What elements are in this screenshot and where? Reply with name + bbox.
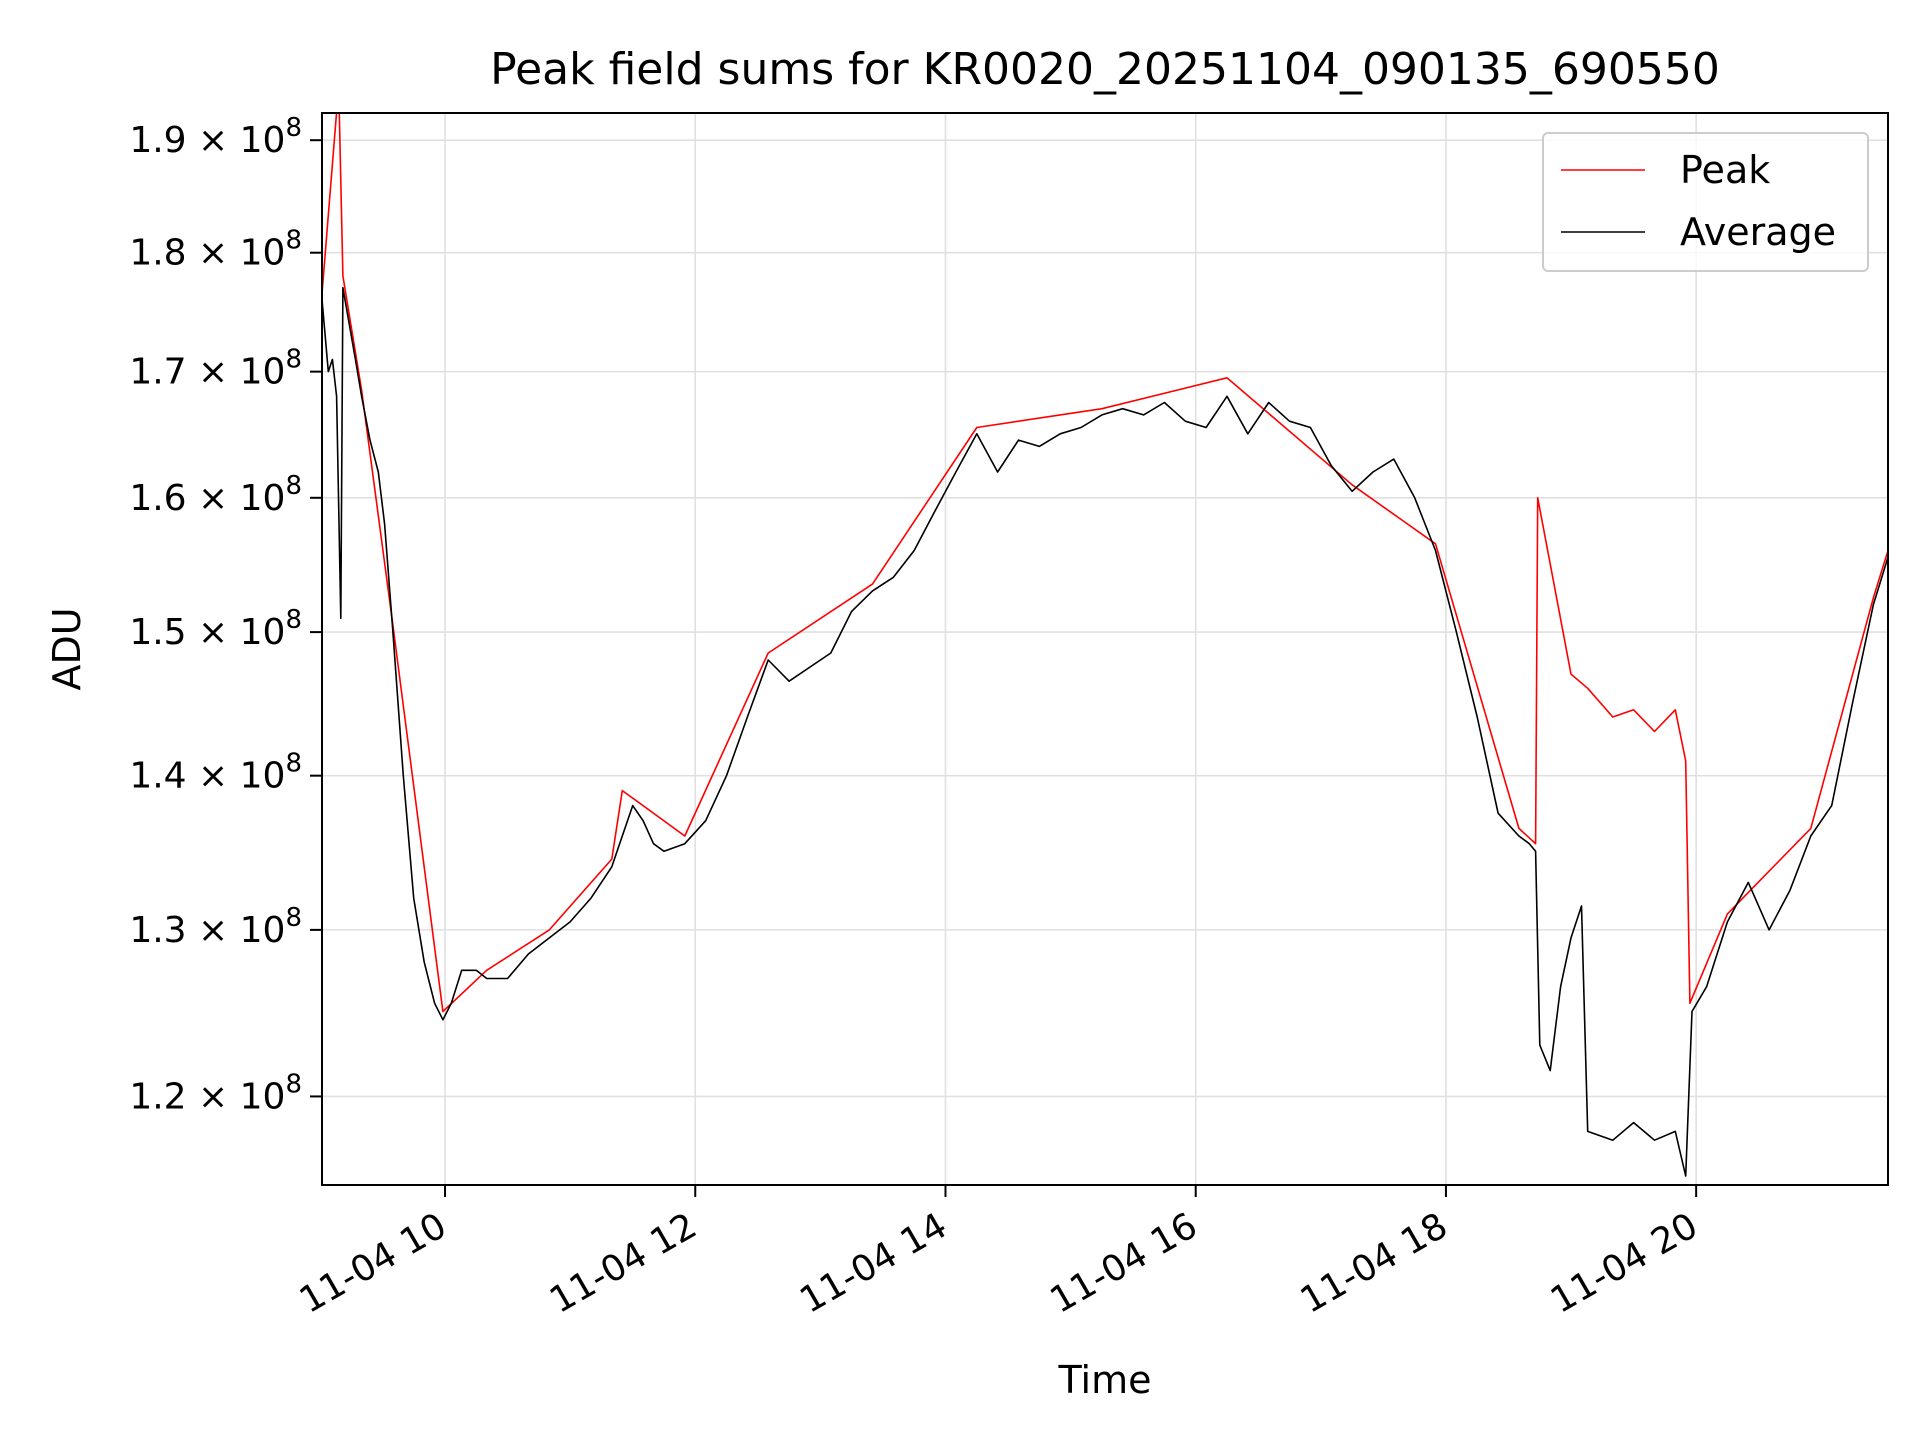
y-tick-label: 1.3 × 108 [129, 903, 302, 951]
y-tick-times: × [187, 612, 240, 653]
legend: Peak Average [1542, 132, 1869, 272]
y-tick-label: 1.9 × 108 [129, 113, 302, 161]
y-tick-mantissa: 1.8 [129, 233, 186, 274]
y-tick-exponent: 8 [285, 471, 302, 501]
y-tick-label: 1.5 × 108 [129, 605, 302, 653]
x-tick-label: 11-04 10 [293, 1205, 454, 1321]
y-tick-base: 10 [240, 1076, 286, 1117]
y-tick-times: × [187, 478, 240, 519]
y-tick-base: 10 [240, 120, 286, 161]
plot-lines [322, 113, 1888, 1177]
y-tick-base: 10 [240, 910, 286, 951]
series-line-average [322, 286, 1888, 1177]
legend-box [1542, 132, 1869, 272]
y-tick-exponent: 8 [285, 226, 302, 256]
x-axis-label: Time [1058, 1358, 1152, 1402]
y-tick-mantissa: 1.6 [129, 478, 186, 519]
y-tick-times: × [187, 756, 240, 797]
y-tick-base: 10 [240, 352, 286, 393]
y-tick-label: 1.4 × 108 [129, 749, 302, 797]
y-tick-base: 10 [240, 478, 286, 519]
x-tick-label: 11-04 16 [1044, 1205, 1205, 1321]
y-tick-mantissa: 1.7 [129, 352, 186, 393]
plot-frame [321, 112, 1889, 1186]
y-tick-times: × [187, 1076, 240, 1117]
chart-title: Peak field sums for KR0020_20251104_0901… [490, 44, 1720, 95]
series-line-peak [322, 113, 1888, 1013]
y-tick-label: 1.6 × 108 [129, 471, 302, 519]
y-tick-label: 1.7 × 108 [129, 345, 302, 393]
legend-label-average: Average [1680, 210, 1836, 254]
y-tick-mantissa: 1.9 [129, 120, 186, 161]
y-tick-times: × [187, 233, 240, 274]
y-tick-base: 10 [240, 756, 286, 797]
y-tick-exponent: 8 [285, 113, 302, 143]
y-tick-base: 10 [240, 233, 286, 274]
y-tick-exponent: 8 [285, 749, 302, 779]
y-tick-exponent: 8 [285, 345, 302, 375]
y-tick-base: 10 [240, 612, 286, 653]
x-tick-label: 11-04 14 [793, 1205, 954, 1321]
y-tick-exponent: 8 [285, 903, 302, 933]
y-tick-mantissa: 1.2 [129, 1076, 186, 1117]
y-tick-times: × [187, 910, 240, 951]
y-tick-label: 1.8 × 108 [129, 226, 302, 274]
x-tick-label: 11-04 12 [543, 1205, 704, 1321]
x-tick-label: 11-04 20 [1544, 1205, 1705, 1321]
y-tick-times: × [187, 120, 240, 161]
y-tick-mantissa: 1.4 [129, 756, 186, 797]
y-tick-mantissa: 1.5 [129, 612, 186, 653]
y-tick-mantissa: 1.3 [129, 910, 186, 951]
y-tick-exponent: 8 [285, 605, 302, 635]
y-tick-label: 1.2 × 108 [129, 1069, 302, 1117]
y-tick-exponent: 8 [285, 1069, 302, 1099]
legend-label-peak: Peak [1680, 148, 1770, 192]
x-ticks: 11-04 10 11-04 12 11-04 14 11-04 16 11-04 18… [293, 1185, 1705, 1322]
y-tick-times: × [187, 352, 240, 393]
y-axis-label: ADU [45, 607, 89, 690]
x-tick-label: 11-04 18 [1294, 1205, 1455, 1321]
gridlines [322, 113, 1888, 1185]
